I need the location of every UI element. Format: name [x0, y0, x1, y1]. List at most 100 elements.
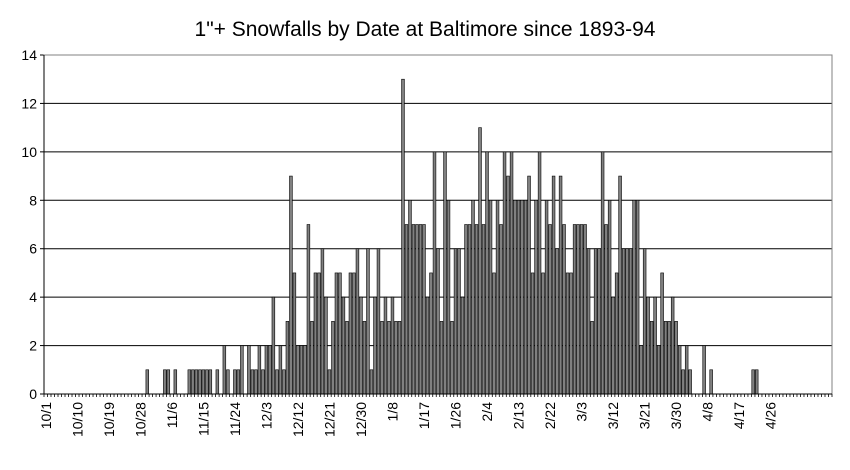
- bar: [534, 199, 538, 395]
- bar: [562, 224, 566, 395]
- bar: [702, 345, 706, 395]
- bar: [194, 369, 199, 395]
- bar: [310, 321, 314, 395]
- bar: [443, 151, 447, 395]
- y-tick-label: 14: [21, 47, 37, 63]
- bar: [205, 369, 209, 395]
- bar: [558, 175, 563, 395]
- bar: [751, 369, 755, 395]
- y-tick-label: 4: [29, 289, 37, 305]
- bar: [352, 272, 356, 395]
- bar: [555, 248, 559, 395]
- bar: [506, 175, 510, 395]
- bar: [684, 345, 689, 395]
- bar: [240, 345, 244, 395]
- bar: [670, 296, 675, 395]
- bar: [583, 224, 587, 395]
- bar: [418, 224, 423, 395]
- bar: [513, 199, 517, 395]
- bar: [415, 224, 419, 395]
- bar: [499, 224, 503, 395]
- bar: [289, 175, 293, 395]
- bar: [208, 369, 213, 395]
- x-tick-label: 2/22: [542, 402, 558, 429]
- bar: [593, 248, 598, 395]
- bar: [523, 199, 528, 395]
- bar: [481, 224, 486, 395]
- x-tick-label: 2/13: [511, 402, 527, 429]
- bar: [541, 272, 545, 395]
- bar: [338, 272, 342, 395]
- bar: [607, 199, 612, 395]
- bar: [334, 272, 339, 395]
- bar: [331, 321, 335, 395]
- bar: [450, 321, 454, 395]
- bar: [261, 369, 265, 395]
- x-tick-label: 10/10: [69, 402, 85, 437]
- bar: [471, 199, 475, 395]
- bar: [345, 321, 349, 395]
- y-tick-label: 2: [29, 338, 37, 354]
- x-tick-label: 1/17: [416, 402, 432, 429]
- y-tick-label: 8: [29, 192, 37, 208]
- bar: [306, 224, 311, 395]
- bar: [548, 224, 552, 395]
- bar: [754, 369, 759, 395]
- bar: [590, 321, 594, 395]
- bar: [516, 199, 521, 395]
- bar: [495, 199, 500, 395]
- x-tick-label: 1/26: [448, 402, 464, 429]
- bar: [215, 369, 220, 395]
- bar: [369, 369, 374, 395]
- bar: [348, 272, 353, 395]
- bar: [292, 272, 297, 395]
- bar: [355, 248, 360, 395]
- x-tick-label: 12/3: [258, 402, 274, 429]
- bar: [565, 272, 570, 395]
- bar: [317, 272, 321, 395]
- bar: [282, 369, 286, 395]
- x-tick-label: 11/6: [164, 402, 180, 428]
- x-tick-label: 10/1: [38, 402, 54, 429]
- x-tick-label: 11/24: [227, 402, 243, 436]
- bar: [579, 224, 584, 395]
- bar: [460, 296, 465, 395]
- bar: [250, 369, 255, 395]
- bar: [236, 369, 241, 395]
- bar: [383, 296, 388, 395]
- bar: [425, 296, 430, 395]
- bar: [173, 369, 178, 395]
- bar: [296, 345, 300, 395]
- bar: [436, 248, 440, 395]
- x-tick-labels: 10/1 10/10 10/19 10/28 11/6 11/15 11/24 12/3 12/…: [38, 402, 779, 437]
- bar: [268, 345, 272, 395]
- bar: [226, 369, 230, 395]
- x-tick-label: 3/21: [637, 402, 653, 429]
- bar: [618, 175, 622, 395]
- bar: [635, 199, 640, 395]
- bar: [222, 345, 227, 395]
- bar: [362, 321, 367, 395]
- bar: [313, 272, 318, 395]
- x-tick-label: 4/26: [763, 402, 779, 429]
- bar: [474, 224, 479, 395]
- bar: [422, 224, 426, 395]
- bar: [649, 321, 654, 395]
- x-tick-label: 3/30: [668, 402, 684, 429]
- bar: [621, 248, 626, 395]
- x-tick-label: 10/19: [101, 402, 117, 437]
- bar: [411, 224, 416, 395]
- x-tick-label: 12/21: [321, 402, 337, 437]
- bar: [247, 345, 251, 395]
- bar: [656, 345, 661, 395]
- bar: [429, 272, 433, 395]
- bar: [530, 272, 535, 395]
- x-tick-label: 2/4: [479, 402, 495, 422]
- bar: [639, 345, 643, 395]
- bar: [166, 369, 171, 395]
- bar: [520, 199, 524, 395]
- bar: [527, 175, 531, 395]
- bar: [674, 321, 678, 395]
- bar: [408, 199, 412, 395]
